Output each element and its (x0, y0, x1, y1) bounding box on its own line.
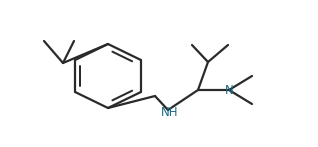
Text: NH: NH (161, 106, 179, 120)
Text: N: N (225, 83, 233, 96)
